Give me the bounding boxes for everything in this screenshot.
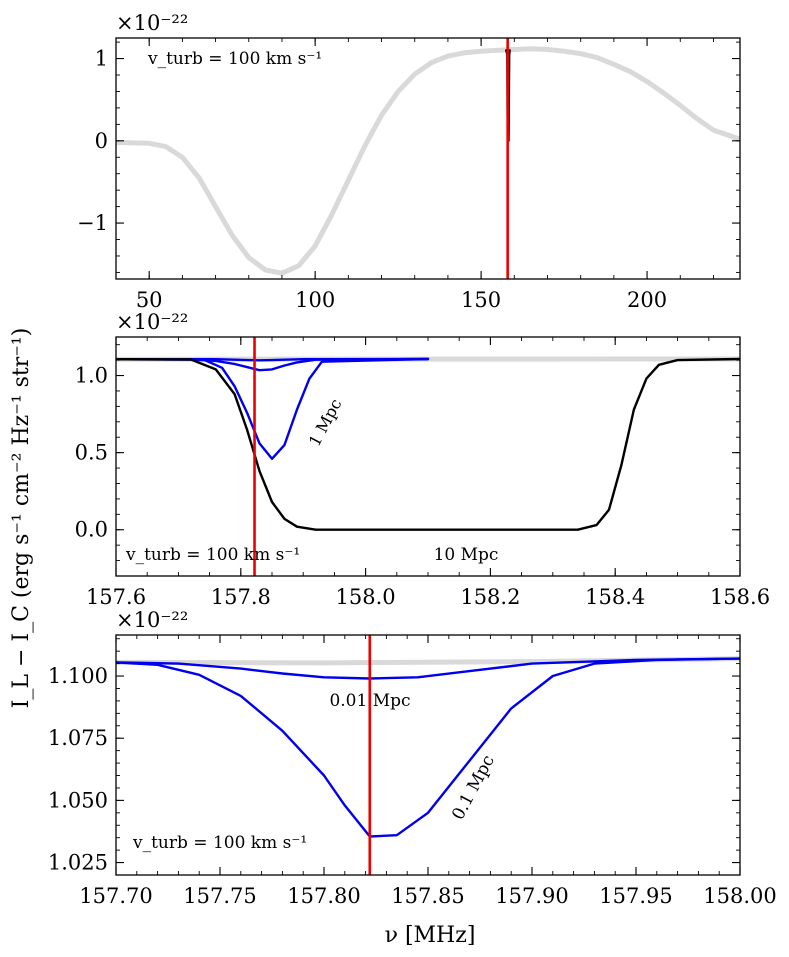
- x-tick-label: 157.90: [495, 884, 568, 908]
- panel-middle: 157.6 157.8 158.0 158.2 158.4 158.6 0.0 0.5 1.0 ×…: [75, 310, 770, 609]
- vturb-annotation: v_turb = 100 km s⁻¹: [147, 49, 322, 69]
- series-line-10-mpc: [116, 357, 740, 531]
- curve-label-0.1mpc: 0.1 Mpc: [448, 752, 499, 823]
- scale-factor-label: ×10⁻²²: [116, 11, 188, 35]
- series-line-background: [116, 46, 740, 276]
- plot-area-top: [116, 38, 740, 279]
- x-tick-label: 157.70: [79, 884, 152, 908]
- x-tick-label: 100: [295, 288, 335, 312]
- y-tick-label: 1.075: [48, 726, 108, 750]
- x-tick-label: 157.75: [183, 884, 256, 908]
- vturb-annotation: v_turb = 100 km s⁻¹: [125, 545, 300, 565]
- panel-top: 50 100 150 200 −1 0 1 ×10⁻²² v_turb = 100 km s⁻¹: [77, 11, 741, 312]
- plot-area-middle: [116, 337, 740, 576]
- y-tick-label: 0: [95, 129, 108, 153]
- y-tick-label: 0.5: [75, 441, 108, 465]
- x-tick-label: 157.80: [287, 884, 360, 908]
- x-tick-label: 200: [627, 288, 667, 312]
- y-tick-label: 1.0: [75, 364, 108, 388]
- panel-bottom: 157.70 157.75 157.80 157.85 157.90 157.95 158.…: [48, 608, 777, 908]
- series-line-0.1-mpc: [116, 657, 740, 838]
- x-tick-label: 157.95: [599, 884, 672, 908]
- x-tick-label: 158.00: [703, 884, 776, 908]
- x-tick-label: 157.6: [86, 585, 146, 609]
- shared-y-axis-label: I_L − I_C (erg s⁻¹ cm⁻² Hz⁻¹ str⁻¹): [9, 328, 34, 709]
- series-line-1-mpc: [116, 357, 430, 460]
- axes-frame: [115, 336, 741, 577]
- scale-factor-label: ×10⁻²²: [116, 608, 188, 632]
- curve-label-0.01mpc: 0.01 Mpc: [329, 691, 410, 711]
- y-tick-label: −1: [77, 211, 108, 235]
- x-tick-label: 50: [136, 288, 163, 312]
- scale-factor-label: ×10⁻²²: [116, 310, 188, 334]
- y-tick-label: 1.100: [48, 664, 108, 688]
- x-tick-label: 158.4: [585, 585, 645, 609]
- y-tick-label: 1: [95, 47, 108, 71]
- x-tick-label: 157.85: [391, 884, 464, 908]
- x-tick-label: 158.0: [336, 585, 396, 609]
- y-tick-label: 1.050: [48, 788, 108, 812]
- x-tick-label: 158.6: [710, 585, 770, 609]
- vturb-annotation: v_turb = 100 km s⁻¹: [132, 833, 307, 853]
- x-tick-label: 157.8: [211, 585, 271, 609]
- y-tick-label: 1.025: [48, 851, 108, 875]
- y-tick-label: 0.0: [75, 518, 108, 542]
- series-line-0.01-mpc: [116, 357, 430, 362]
- x-axis-label: ν [MHz]: [385, 923, 476, 948]
- curve-label-10mpc: 10 Mpc: [434, 545, 499, 565]
- curve-label-1mpc: 1 Mpc: [305, 395, 346, 449]
- x-tick-label: 158.2: [460, 585, 520, 609]
- axes-frame: [115, 37, 741, 280]
- plot-area-bottom: [116, 635, 740, 875]
- x-tick-label: 150: [461, 288, 501, 312]
